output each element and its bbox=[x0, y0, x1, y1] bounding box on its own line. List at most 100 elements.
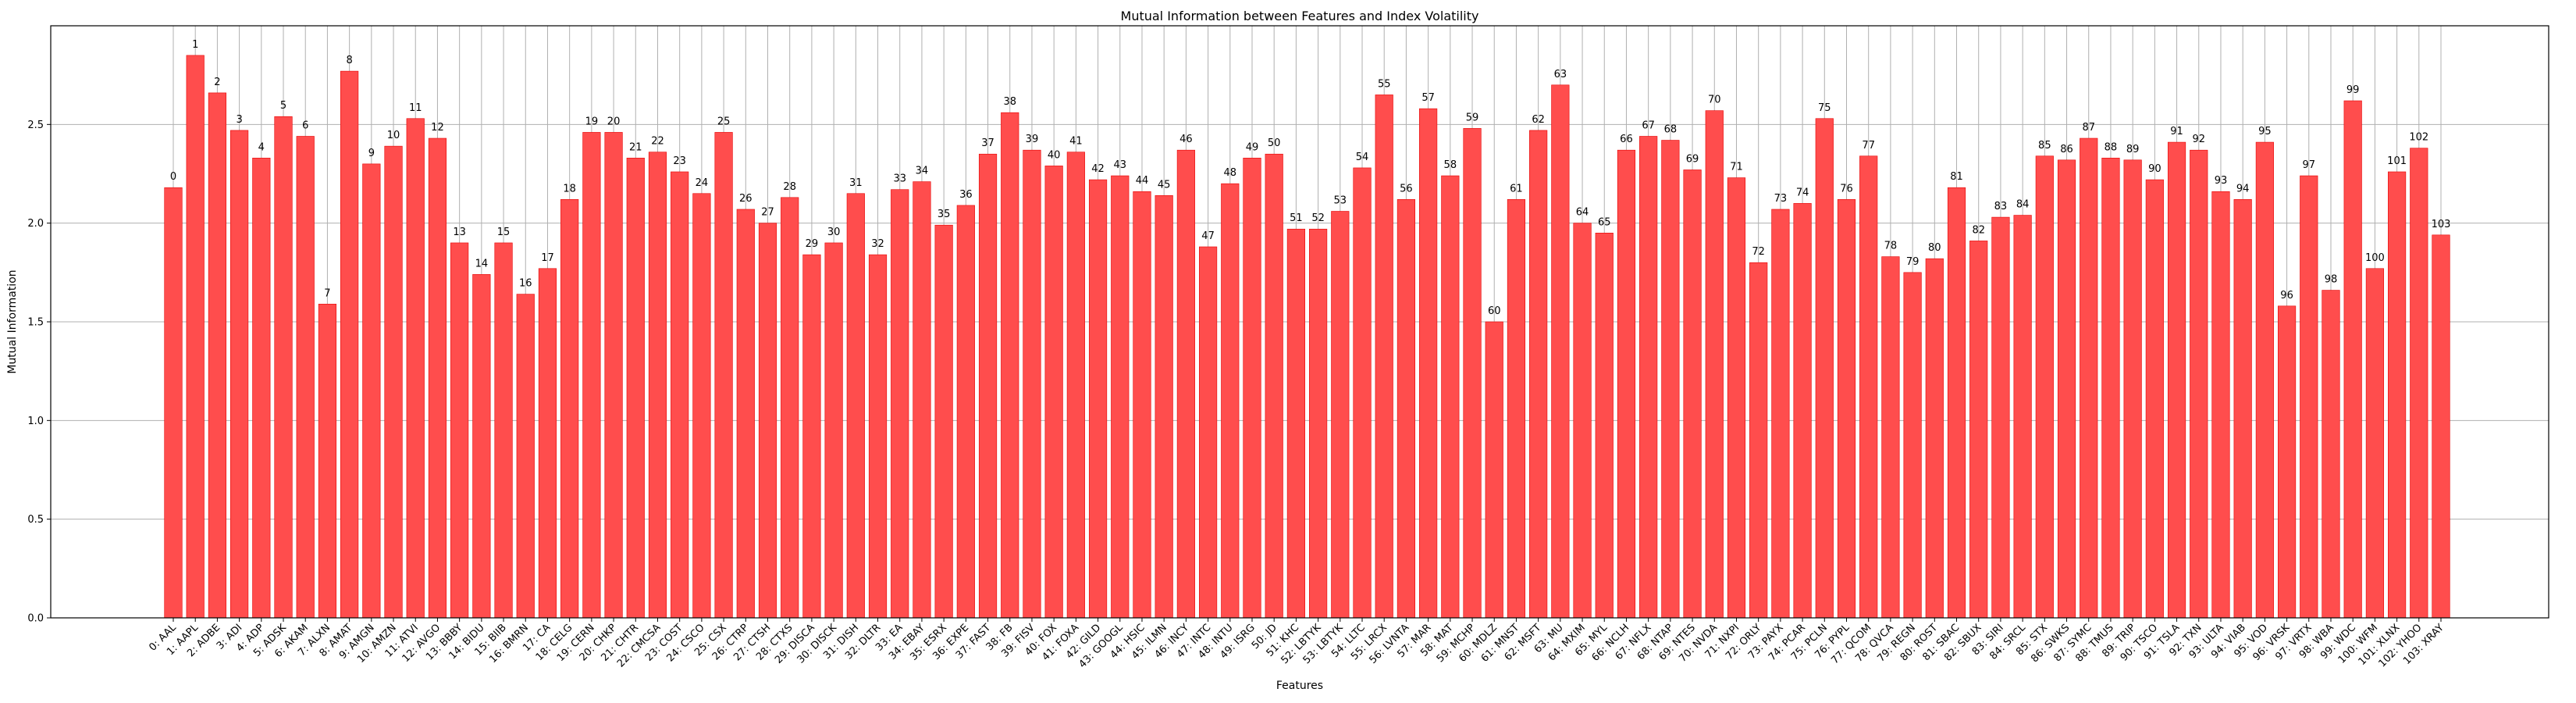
bar-value-label: 25 bbox=[717, 116, 731, 127]
bar bbox=[1639, 136, 1658, 619]
bar bbox=[2211, 191, 2230, 619]
chart-title: Mutual Information between Features and … bbox=[1121, 9, 1479, 23]
bar bbox=[1397, 199, 1415, 619]
bar-value-label: 8 bbox=[346, 55, 352, 66]
bar bbox=[516, 294, 535, 619]
bar-value-label: 19 bbox=[585, 116, 599, 127]
bar-value-label: 88 bbox=[2105, 141, 2118, 153]
bar bbox=[1771, 209, 1790, 619]
bar-value-label: 3 bbox=[236, 114, 242, 126]
bar-value-label: 58 bbox=[1444, 159, 1457, 171]
bar bbox=[1881, 256, 1900, 619]
bar bbox=[802, 254, 821, 619]
bar bbox=[1375, 95, 1393, 619]
bar-value-label: 61 bbox=[1510, 183, 1523, 194]
bar bbox=[1969, 241, 1988, 619]
bar-value-label: 94 bbox=[2236, 183, 2250, 194]
bar-value-label: 70 bbox=[1708, 95, 1721, 106]
bar bbox=[428, 137, 447, 619]
bar-value-label: 85 bbox=[2038, 140, 2051, 152]
x-axis-label: Features bbox=[1276, 680, 1323, 692]
y-tick-label: 1.0 bbox=[27, 416, 44, 427]
bar-value-label: 57 bbox=[1421, 92, 1435, 104]
bar-value-label: 75 bbox=[1818, 102, 1831, 114]
bar-value-label: 51 bbox=[1290, 212, 1303, 224]
bar bbox=[2190, 149, 2208, 619]
bar bbox=[2035, 155, 2054, 619]
y-axis-label: Mutual Information bbox=[6, 269, 19, 373]
bar-value-label: 54 bbox=[1356, 152, 1369, 163]
bar bbox=[648, 152, 667, 619]
bar-value-label: 36 bbox=[959, 189, 973, 201]
bar bbox=[1749, 262, 1768, 619]
bar-value-label: 86 bbox=[2060, 144, 2073, 155]
bar bbox=[2013, 215, 2032, 619]
bar bbox=[296, 136, 315, 619]
bar-value-label: 83 bbox=[1994, 201, 2008, 212]
bar-value-label: 63 bbox=[1554, 69, 1567, 80]
bar bbox=[362, 163, 381, 619]
bar-value-label: 46 bbox=[1179, 134, 1193, 145]
bar bbox=[1727, 177, 1746, 619]
bar-value-label: 48 bbox=[1224, 167, 1237, 179]
bar-value-label: 50 bbox=[1268, 137, 1281, 149]
bar-value-label: 82 bbox=[1972, 224, 1985, 236]
bar bbox=[1133, 191, 1151, 619]
bar bbox=[934, 224, 953, 619]
bar bbox=[868, 254, 888, 619]
bar-value-label: 16 bbox=[519, 278, 532, 290]
bar bbox=[758, 223, 777, 619]
bar bbox=[582, 132, 601, 619]
bar-value-label: 22 bbox=[651, 136, 664, 148]
bar bbox=[1023, 149, 1041, 619]
bar bbox=[1463, 128, 1482, 619]
bar-value-label: 45 bbox=[1158, 179, 1171, 191]
bar bbox=[2145, 179, 2164, 619]
bar bbox=[1551, 84, 1570, 619]
bar-value-label: 38 bbox=[1003, 96, 1016, 108]
bar bbox=[1221, 183, 1240, 619]
bar bbox=[1176, 149, 1195, 619]
bar bbox=[164, 187, 183, 619]
bar-value-label: 60 bbox=[1488, 305, 1501, 317]
bar bbox=[824, 242, 843, 619]
bar-value-label: 18 bbox=[563, 183, 576, 194]
bar bbox=[2277, 305, 2297, 619]
bar-value-label: 53 bbox=[1334, 195, 1347, 207]
bar-value-label: 64 bbox=[1576, 207, 1589, 219]
bar bbox=[2101, 157, 2120, 619]
bar-value-label: 29 bbox=[806, 238, 819, 250]
bar-value-label: 72 bbox=[1752, 246, 1765, 258]
bar-value-label: 10 bbox=[387, 130, 400, 141]
bar bbox=[1595, 232, 1614, 619]
bar-value-label: 49 bbox=[1246, 141, 1259, 153]
bar-value-label: 93 bbox=[2215, 175, 2228, 187]
bar-value-label: 15 bbox=[497, 227, 511, 238]
bar-value-label: 32 bbox=[871, 238, 884, 250]
bar bbox=[2343, 100, 2362, 619]
bar-value-label: 9 bbox=[368, 148, 375, 159]
bar-value-label: 41 bbox=[1069, 136, 1083, 148]
bar-value-label: 89 bbox=[2126, 144, 2140, 155]
bar bbox=[340, 70, 359, 619]
bar bbox=[913, 181, 931, 619]
bar bbox=[1088, 179, 1108, 619]
bar-value-label: 17 bbox=[541, 252, 554, 264]
bar bbox=[1793, 203, 1812, 619]
bar bbox=[560, 199, 579, 619]
bar-value-label: 27 bbox=[761, 207, 774, 219]
bar bbox=[1507, 199, 1526, 619]
bar-value-label: 0 bbox=[170, 171, 176, 183]
bar-value-label: 30 bbox=[827, 227, 841, 238]
bar bbox=[2322, 290, 2340, 619]
bar bbox=[1111, 175, 1130, 619]
bar bbox=[1815, 118, 1834, 619]
y-axis: 0.0 0.5 1.0 1.5 2.0 2.5 bbox=[27, 120, 51, 625]
bars-layer bbox=[164, 55, 2450, 619]
bar bbox=[472, 274, 491, 619]
bar bbox=[2432, 234, 2450, 619]
y-tick-label: 2.0 bbox=[27, 218, 44, 230]
